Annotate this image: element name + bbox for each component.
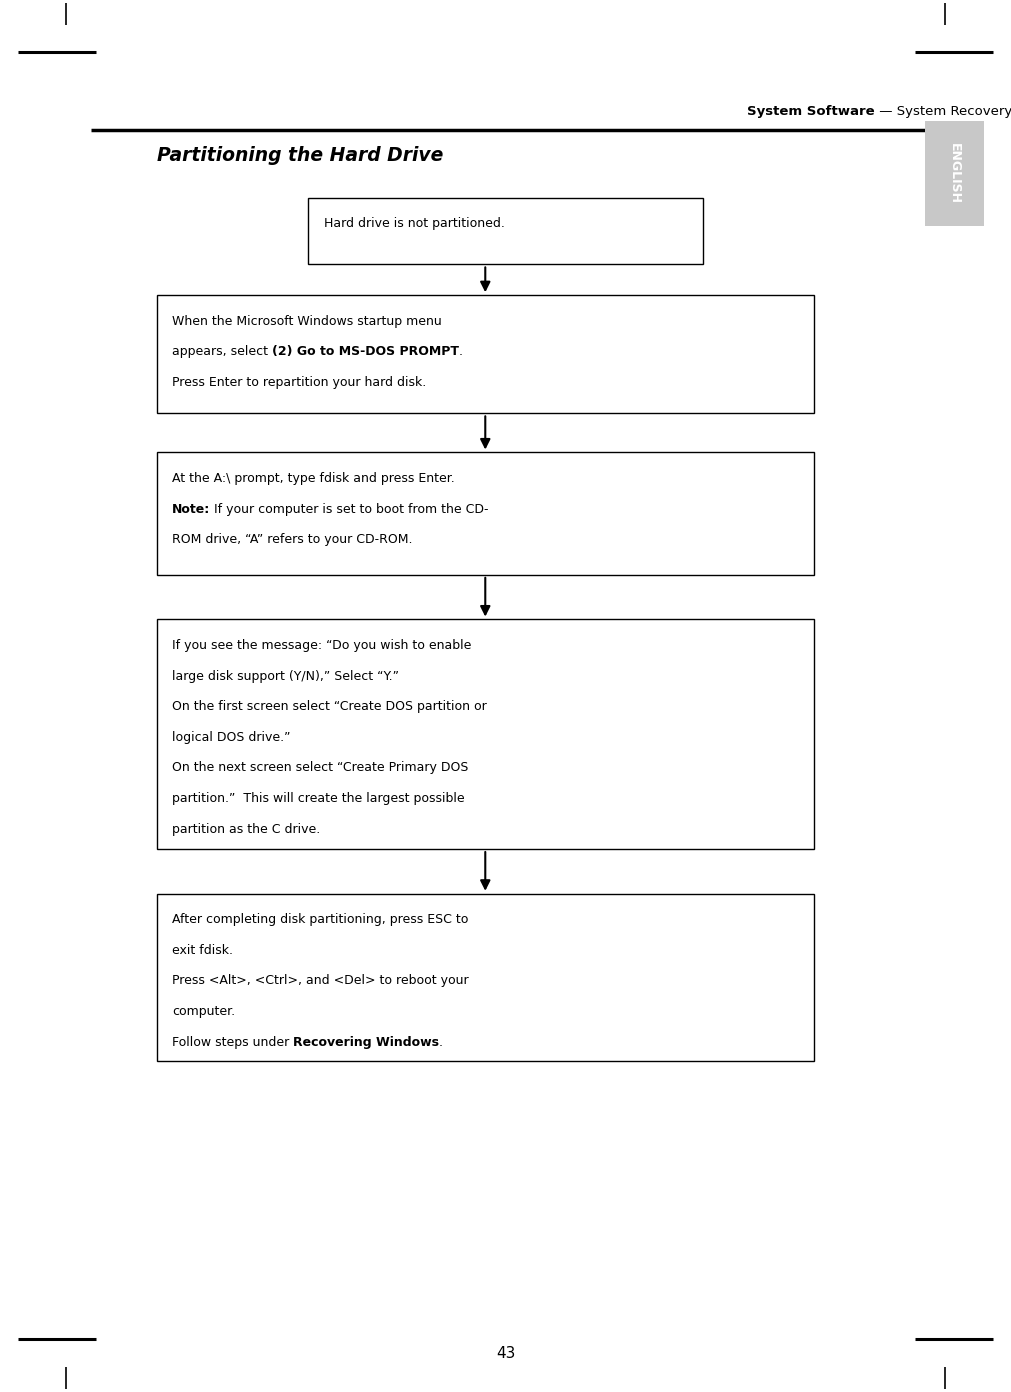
- Text: exit fdisk.: exit fdisk.: [172, 944, 233, 956]
- FancyBboxPatch shape: [157, 894, 814, 1061]
- Text: When the Microsoft Windows startup menu: When the Microsoft Windows startup menu: [172, 315, 442, 327]
- Text: System Software: System Software: [747, 106, 875, 118]
- Text: .: .: [439, 1036, 443, 1048]
- Text: Follow steps under: Follow steps under: [172, 1036, 293, 1048]
- Text: After completing disk partitioning, press ESC to: After completing disk partitioning, pres…: [172, 913, 468, 926]
- Text: Hard drive is not partitioned.: Hard drive is not partitioned.: [324, 217, 504, 230]
- Text: If your computer is set to boot from the CD-: If your computer is set to boot from the…: [210, 503, 488, 515]
- Text: On the next screen select “Create Primary DOS: On the next screen select “Create Primar…: [172, 761, 468, 774]
- Text: Press <Alt>, <Ctrl>, and <Del> to reboot your: Press <Alt>, <Ctrl>, and <Del> to reboot…: [172, 974, 468, 987]
- Text: computer.: computer.: [172, 1005, 235, 1018]
- Text: ENGLISH: ENGLISH: [948, 143, 960, 203]
- Text: Press Enter to repartition your hard disk.: Press Enter to repartition your hard dis…: [172, 376, 426, 388]
- Text: Recovering Windows: Recovering Windows: [293, 1036, 439, 1048]
- Text: .: .: [459, 345, 463, 358]
- Text: Note:: Note:: [172, 503, 210, 515]
- Text: — System Recovery: — System Recovery: [875, 106, 1011, 118]
- Text: ROM drive, “A” refers to your CD-ROM.: ROM drive, “A” refers to your CD-ROM.: [172, 533, 412, 546]
- Text: large disk support (Y/N),” Select “Y.”: large disk support (Y/N),” Select “Y.”: [172, 670, 399, 682]
- Text: 43: 43: [495, 1346, 516, 1360]
- Text: (2) Go to MS-DOS PROMPT: (2) Go to MS-DOS PROMPT: [272, 345, 459, 358]
- FancyBboxPatch shape: [157, 619, 814, 849]
- Text: logical DOS drive.”: logical DOS drive.”: [172, 731, 290, 743]
- Text: On the first screen select “Create DOS partition or: On the first screen select “Create DOS p…: [172, 700, 486, 713]
- FancyBboxPatch shape: [157, 452, 814, 575]
- Text: partition as the C drive.: partition as the C drive.: [172, 823, 320, 835]
- Text: If you see the message: “Do you wish to enable: If you see the message: “Do you wish to …: [172, 639, 471, 651]
- FancyBboxPatch shape: [925, 121, 984, 226]
- Text: partition.”  This will create the largest possible: partition.” This will create the largest…: [172, 792, 464, 805]
- Text: Partitioning the Hard Drive: Partitioning the Hard Drive: [157, 146, 443, 166]
- FancyBboxPatch shape: [308, 198, 703, 264]
- FancyBboxPatch shape: [157, 295, 814, 413]
- Text: appears, select: appears, select: [172, 345, 272, 358]
- Text: At the A:\ prompt, type fdisk and press Enter.: At the A:\ prompt, type fdisk and press …: [172, 472, 455, 484]
